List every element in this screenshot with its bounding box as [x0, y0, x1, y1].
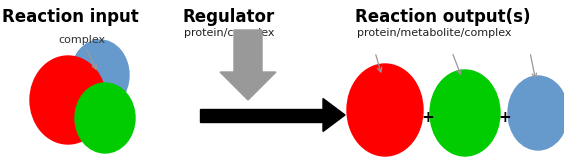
- Ellipse shape: [508, 76, 564, 150]
- Text: Reaction input: Reaction input: [2, 8, 139, 26]
- Text: protein/complex: protein/complex: [184, 28, 275, 38]
- Text: Regulator: Regulator: [182, 8, 274, 26]
- Bar: [200, 109, 323, 121]
- Ellipse shape: [75, 83, 135, 153]
- Text: Reaction output(s): Reaction output(s): [355, 8, 531, 26]
- Ellipse shape: [347, 64, 423, 156]
- Ellipse shape: [30, 56, 106, 144]
- Text: complex: complex: [59, 35, 105, 69]
- Polygon shape: [220, 30, 276, 100]
- Polygon shape: [323, 98, 345, 132]
- Ellipse shape: [71, 40, 129, 110]
- Text: +: +: [499, 111, 512, 125]
- Text: +: +: [422, 111, 434, 125]
- Ellipse shape: [430, 70, 500, 156]
- Text: protein/metabolite/complex: protein/metabolite/complex: [357, 28, 512, 38]
